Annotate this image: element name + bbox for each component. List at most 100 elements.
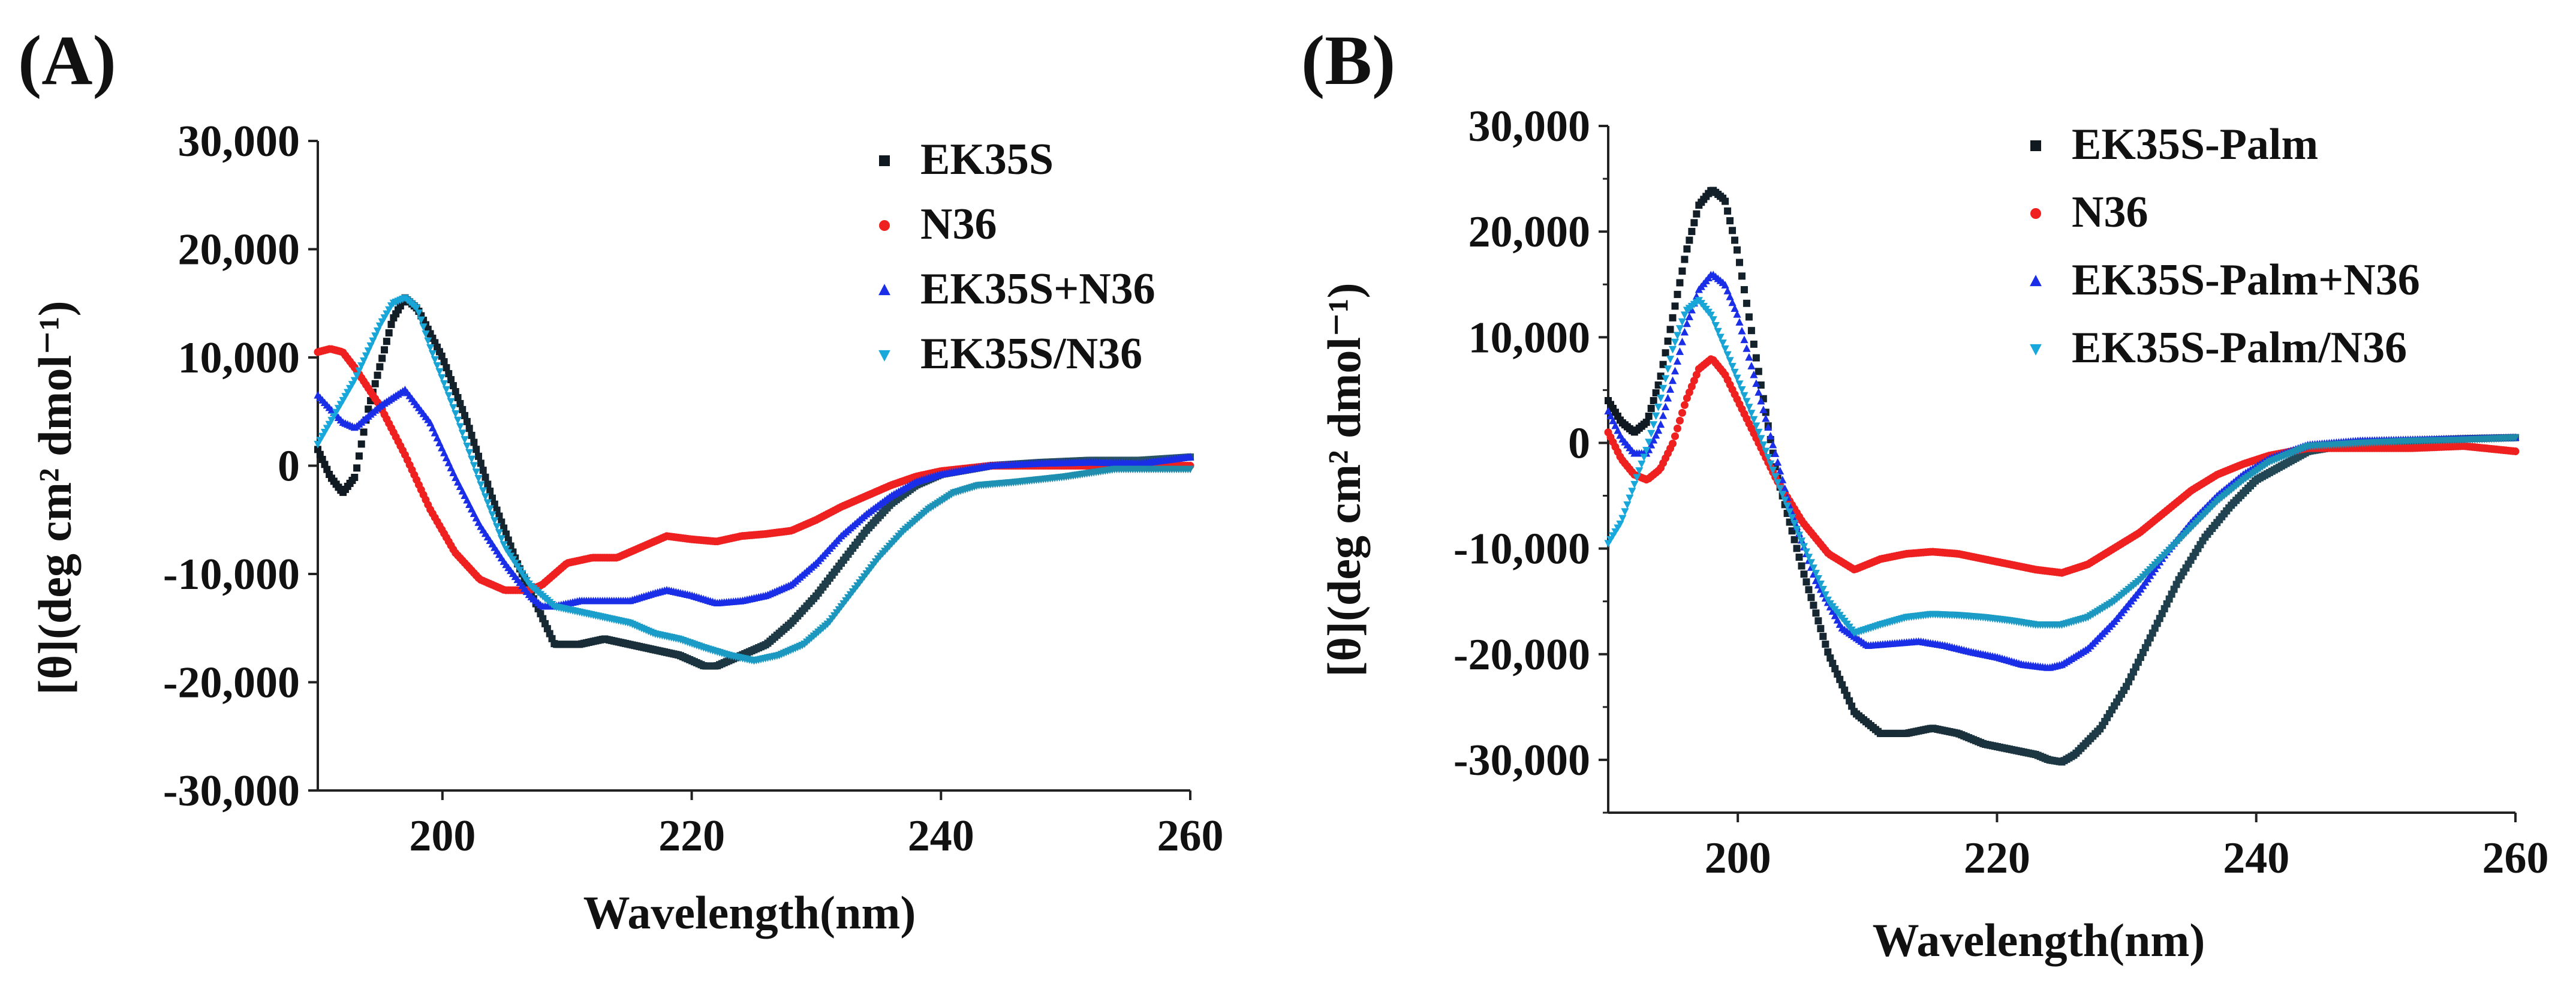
data-point (1822, 641, 1829, 648)
panel-a-chart: (A) [θ](deg cm² dmol⁻¹) Wavelength(nm) 3… (18, 21, 1224, 939)
data-point (1786, 508, 1794, 516)
data-point (1750, 340, 1758, 348)
data-point (458, 429, 467, 437)
data-point (1680, 401, 1689, 409)
data-point (1783, 502, 1792, 510)
data-point (433, 362, 441, 370)
data-point (1745, 353, 1753, 361)
data-point (1687, 382, 1696, 390)
data-point (1812, 609, 1820, 617)
data-point (1792, 525, 1801, 534)
data-point (1664, 337, 1672, 345)
data-point (1666, 385, 1675, 393)
legend-label: EK35S+N36 (920, 264, 1155, 314)
data-point (1734, 246, 1741, 254)
data-point (1807, 559, 1816, 567)
legend-marker (2030, 208, 2041, 219)
data-point (447, 376, 455, 384)
y-tick-label: 30,000 (178, 117, 300, 166)
data-point (1745, 313, 1753, 321)
data-point (1804, 554, 1813, 561)
data-point (1666, 356, 1675, 363)
data-point (413, 304, 421, 312)
data-point (1743, 398, 1751, 406)
data-point (1688, 227, 1696, 235)
data-point (1673, 332, 1682, 340)
data-point (472, 468, 480, 476)
panel-b-series (1604, 187, 2520, 766)
data-point (499, 541, 508, 549)
data-point (378, 354, 386, 362)
data-point (465, 425, 473, 432)
data-point (1721, 345, 1729, 353)
panel-a-series (314, 294, 1194, 670)
data-point (1652, 431, 1660, 439)
data-point (1729, 227, 1737, 235)
data-point (1735, 258, 1743, 266)
data-point (428, 350, 437, 358)
data-point (1675, 416, 1684, 425)
data-point (1640, 453, 1648, 462)
data-point (1645, 412, 1653, 420)
data-point (438, 352, 446, 360)
data-point (449, 382, 457, 390)
data-point (1186, 465, 1194, 474)
data-point (1797, 537, 1806, 545)
data-point (1731, 236, 1739, 244)
data-point (351, 473, 359, 481)
data-point (440, 380, 449, 388)
legend-marker (879, 220, 890, 231)
data-point (1719, 339, 1727, 347)
x-tick-label: 220 (1964, 834, 2030, 883)
data-point (465, 449, 474, 457)
data-point (1759, 405, 1768, 413)
data-point (486, 505, 494, 513)
y-tick-label: 10,000 (1468, 313, 1591, 362)
data-point (1738, 272, 1746, 280)
data-point (1778, 491, 1787, 498)
legend-marker (878, 284, 890, 296)
data-point (470, 438, 478, 446)
data-point (1661, 402, 1670, 411)
data-point (1757, 396, 1765, 405)
data-point (1802, 578, 1810, 586)
data-point (481, 493, 490, 501)
data-point (1750, 370, 1758, 378)
data-point (1666, 326, 1674, 333)
data-point (1711, 321, 1720, 330)
data-point (1819, 633, 1827, 641)
data-point (1654, 426, 1663, 434)
data-point (414, 309, 423, 317)
data-point (443, 364, 450, 372)
data-point (365, 405, 372, 413)
panel-a-y-axis-title: [θ](deg cm² dmol⁻¹) (29, 300, 81, 695)
y-tick-label: 20,000 (178, 226, 300, 275)
data-point (470, 462, 478, 470)
data-point (1795, 553, 1803, 561)
data-point (449, 404, 458, 412)
data-point (1642, 419, 1650, 426)
legend-marker (2030, 344, 2042, 356)
data-point (1661, 375, 1670, 383)
data-point (1795, 531, 1804, 540)
data-point (422, 330, 430, 338)
data-point (2511, 447, 2520, 456)
data-point (479, 487, 487, 495)
data-point (1686, 236, 1693, 244)
y-tick-label: -10,000 (163, 550, 300, 599)
y-tick-label: 20,000 (1468, 208, 1591, 257)
data-point (1676, 279, 1684, 287)
data-point (1656, 420, 1665, 428)
data-point (1654, 381, 1662, 389)
panel-a-x-axis-title: Wavelength(nm) (583, 886, 916, 939)
data-point (1675, 325, 1684, 333)
data-point (419, 323, 428, 331)
data-point (1728, 298, 1737, 306)
data-point (1668, 376, 1677, 384)
data-point (467, 455, 476, 464)
legend-marker (878, 350, 890, 362)
data-point (461, 411, 469, 419)
panel-a-axes: 30,000 20,000 10,000 0 -10,000 -20,000 -30,000… (163, 117, 1224, 861)
data-point (1743, 299, 1750, 307)
data-point (353, 464, 361, 472)
